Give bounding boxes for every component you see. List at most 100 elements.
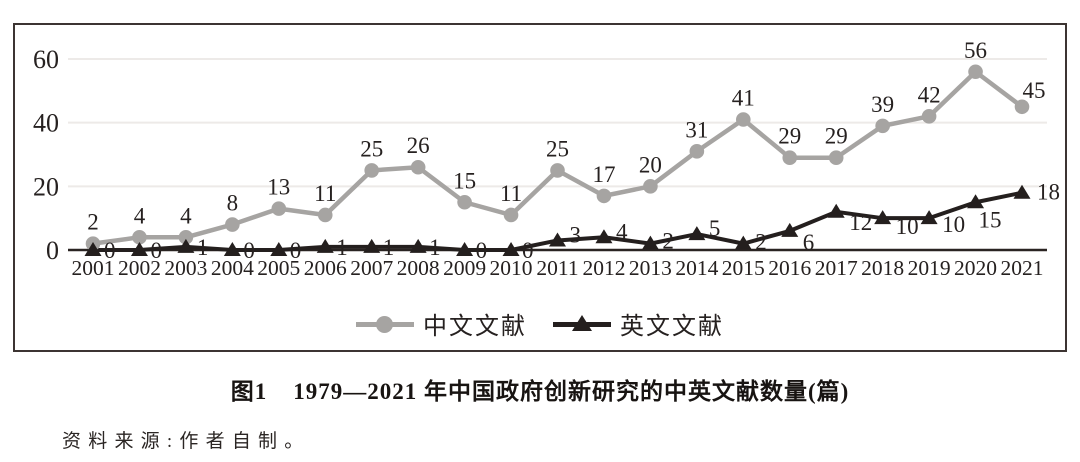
english-series-line-sample <box>553 314 611 332</box>
data-label: 3 <box>570 222 582 247</box>
x-tick-label: 2010 <box>490 256 533 280</box>
triangle-marker <box>874 210 892 225</box>
x-tick-label: 2013 <box>629 256 672 280</box>
x-axis-tick-labels: 2001 2002 2003 2004 2005 2006 2007 2008 2009 2010… <box>72 256 1044 280</box>
circle-marker <box>596 188 612 204</box>
x-tick-label: 2012 <box>582 256 625 280</box>
x-tick-label: 2006 <box>304 256 347 280</box>
data-label: 0 <box>104 238 116 263</box>
triangle-marker <box>595 229 613 244</box>
data-label: 0 <box>522 238 534 263</box>
circle-marker <box>550 163 565 178</box>
triangle-marker <box>827 203 845 218</box>
data-label: 1 <box>197 235 209 260</box>
triangle-marker <box>641 235 659 250</box>
data-label: 2 <box>87 210 99 235</box>
triangle-marker <box>316 238 334 253</box>
x-tick-label: 2008 <box>397 256 440 280</box>
x-tick-label: 2019 <box>908 256 951 280</box>
y-tick-label: 40 <box>33 109 59 138</box>
triangle-marker <box>84 242 102 256</box>
data-label: 0 <box>476 238 488 263</box>
circle-marker <box>364 163 380 178</box>
x-tick-label: 2021 <box>1001 256 1044 280</box>
data-label: 31 <box>685 117 708 142</box>
triangle-marker <box>409 238 427 253</box>
triangle-marker <box>549 232 566 247</box>
data-label: 0 <box>290 238 302 263</box>
x-tick-label: 2001 <box>72 256 115 280</box>
x-tick-label: 2009 <box>443 256 486 280</box>
english-series-markers <box>84 184 1031 256</box>
data-label: 2 <box>662 229 674 254</box>
data-label: 56 <box>964 38 987 63</box>
circle-marker <box>317 207 333 223</box>
data-label: 2 <box>755 230 767 255</box>
x-tick-label: 2004 <box>211 256 254 280</box>
x-tick-label: 2020 <box>954 256 997 280</box>
circle-marker <box>643 179 658 194</box>
x-tick-label: 2016 <box>768 256 811 280</box>
data-label: 11 <box>314 181 336 206</box>
x-tick-label: 2003 <box>164 256 207 280</box>
data-label: 10 <box>942 212 965 237</box>
triangle-marker <box>920 210 938 225</box>
circle-marker <box>736 112 751 127</box>
x-tick-label: 2017 <box>815 256 858 280</box>
circle-marker <box>503 207 519 223</box>
circle-marker <box>875 118 890 134</box>
data-label: 15 <box>453 168 476 193</box>
data-label: 6 <box>803 230 815 255</box>
circle-marker <box>689 144 705 159</box>
figure-caption-text: 1979—2021 年中国政府创新研究的中英文献数量(篇) <box>293 379 850 404</box>
data-label: 39 <box>871 92 894 117</box>
triangle-marker <box>734 235 752 250</box>
data-label: 0 <box>243 238 255 263</box>
triangle-marker <box>456 242 474 256</box>
data-label: 1 <box>336 235 348 260</box>
data-label: 0 <box>150 238 162 263</box>
data-label: 4 <box>616 219 628 244</box>
triangle-marker <box>688 226 706 241</box>
y-tick-label: 20 <box>33 172 59 201</box>
x-tick-label: 2014 <box>675 256 718 280</box>
x-tick-label: 2015 <box>722 256 765 280</box>
chart-frame: 0 20 40 60 2001 2002 2003 2004 2005 2006 2007 2008 2… <box>13 23 1067 352</box>
triangle-marker <box>270 242 288 256</box>
data-label: 1 <box>383 235 395 260</box>
data-label: 25 <box>546 136 569 161</box>
circle-marker <box>271 201 287 216</box>
triangle-marker <box>1013 184 1031 199</box>
data-label: 13 <box>267 175 290 200</box>
circle-marker <box>410 159 426 175</box>
circle-marker <box>132 229 147 245</box>
triangle-marker <box>967 194 985 209</box>
data-label: 15 <box>979 207 1002 232</box>
circle-marker <box>782 150 798 165</box>
triangle-marker <box>130 242 148 256</box>
circle-marker-icon <box>376 315 393 333</box>
y-axis-tick-labels: 0 20 40 60 <box>33 45 59 265</box>
data-label: 18 <box>1037 180 1060 205</box>
legend-item-chinese: 中文文献 <box>356 306 527 341</box>
chart-legend: 中文文献 英文文献 <box>15 306 1065 341</box>
triangle-marker <box>781 222 799 237</box>
figure-caption-label: 图1 <box>230 379 268 404</box>
legend-label-english: 英文文献 <box>620 314 724 340</box>
data-label: 4 <box>180 203 192 228</box>
data-label: 42 <box>918 82 941 107</box>
circle-marker <box>828 150 844 165</box>
triangle-marker <box>363 238 381 253</box>
data-label: 25 <box>360 136 383 161</box>
x-tick-label: 2007 <box>350 256 393 280</box>
data-label: 1 <box>429 235 441 260</box>
triangle-marker <box>502 242 520 256</box>
data-label: 26 <box>407 133 430 158</box>
data-label: 12 <box>849 210 872 235</box>
chinese-series-line-sample <box>356 315 414 333</box>
circle-marker <box>178 229 194 245</box>
triangle-marker <box>223 242 241 256</box>
